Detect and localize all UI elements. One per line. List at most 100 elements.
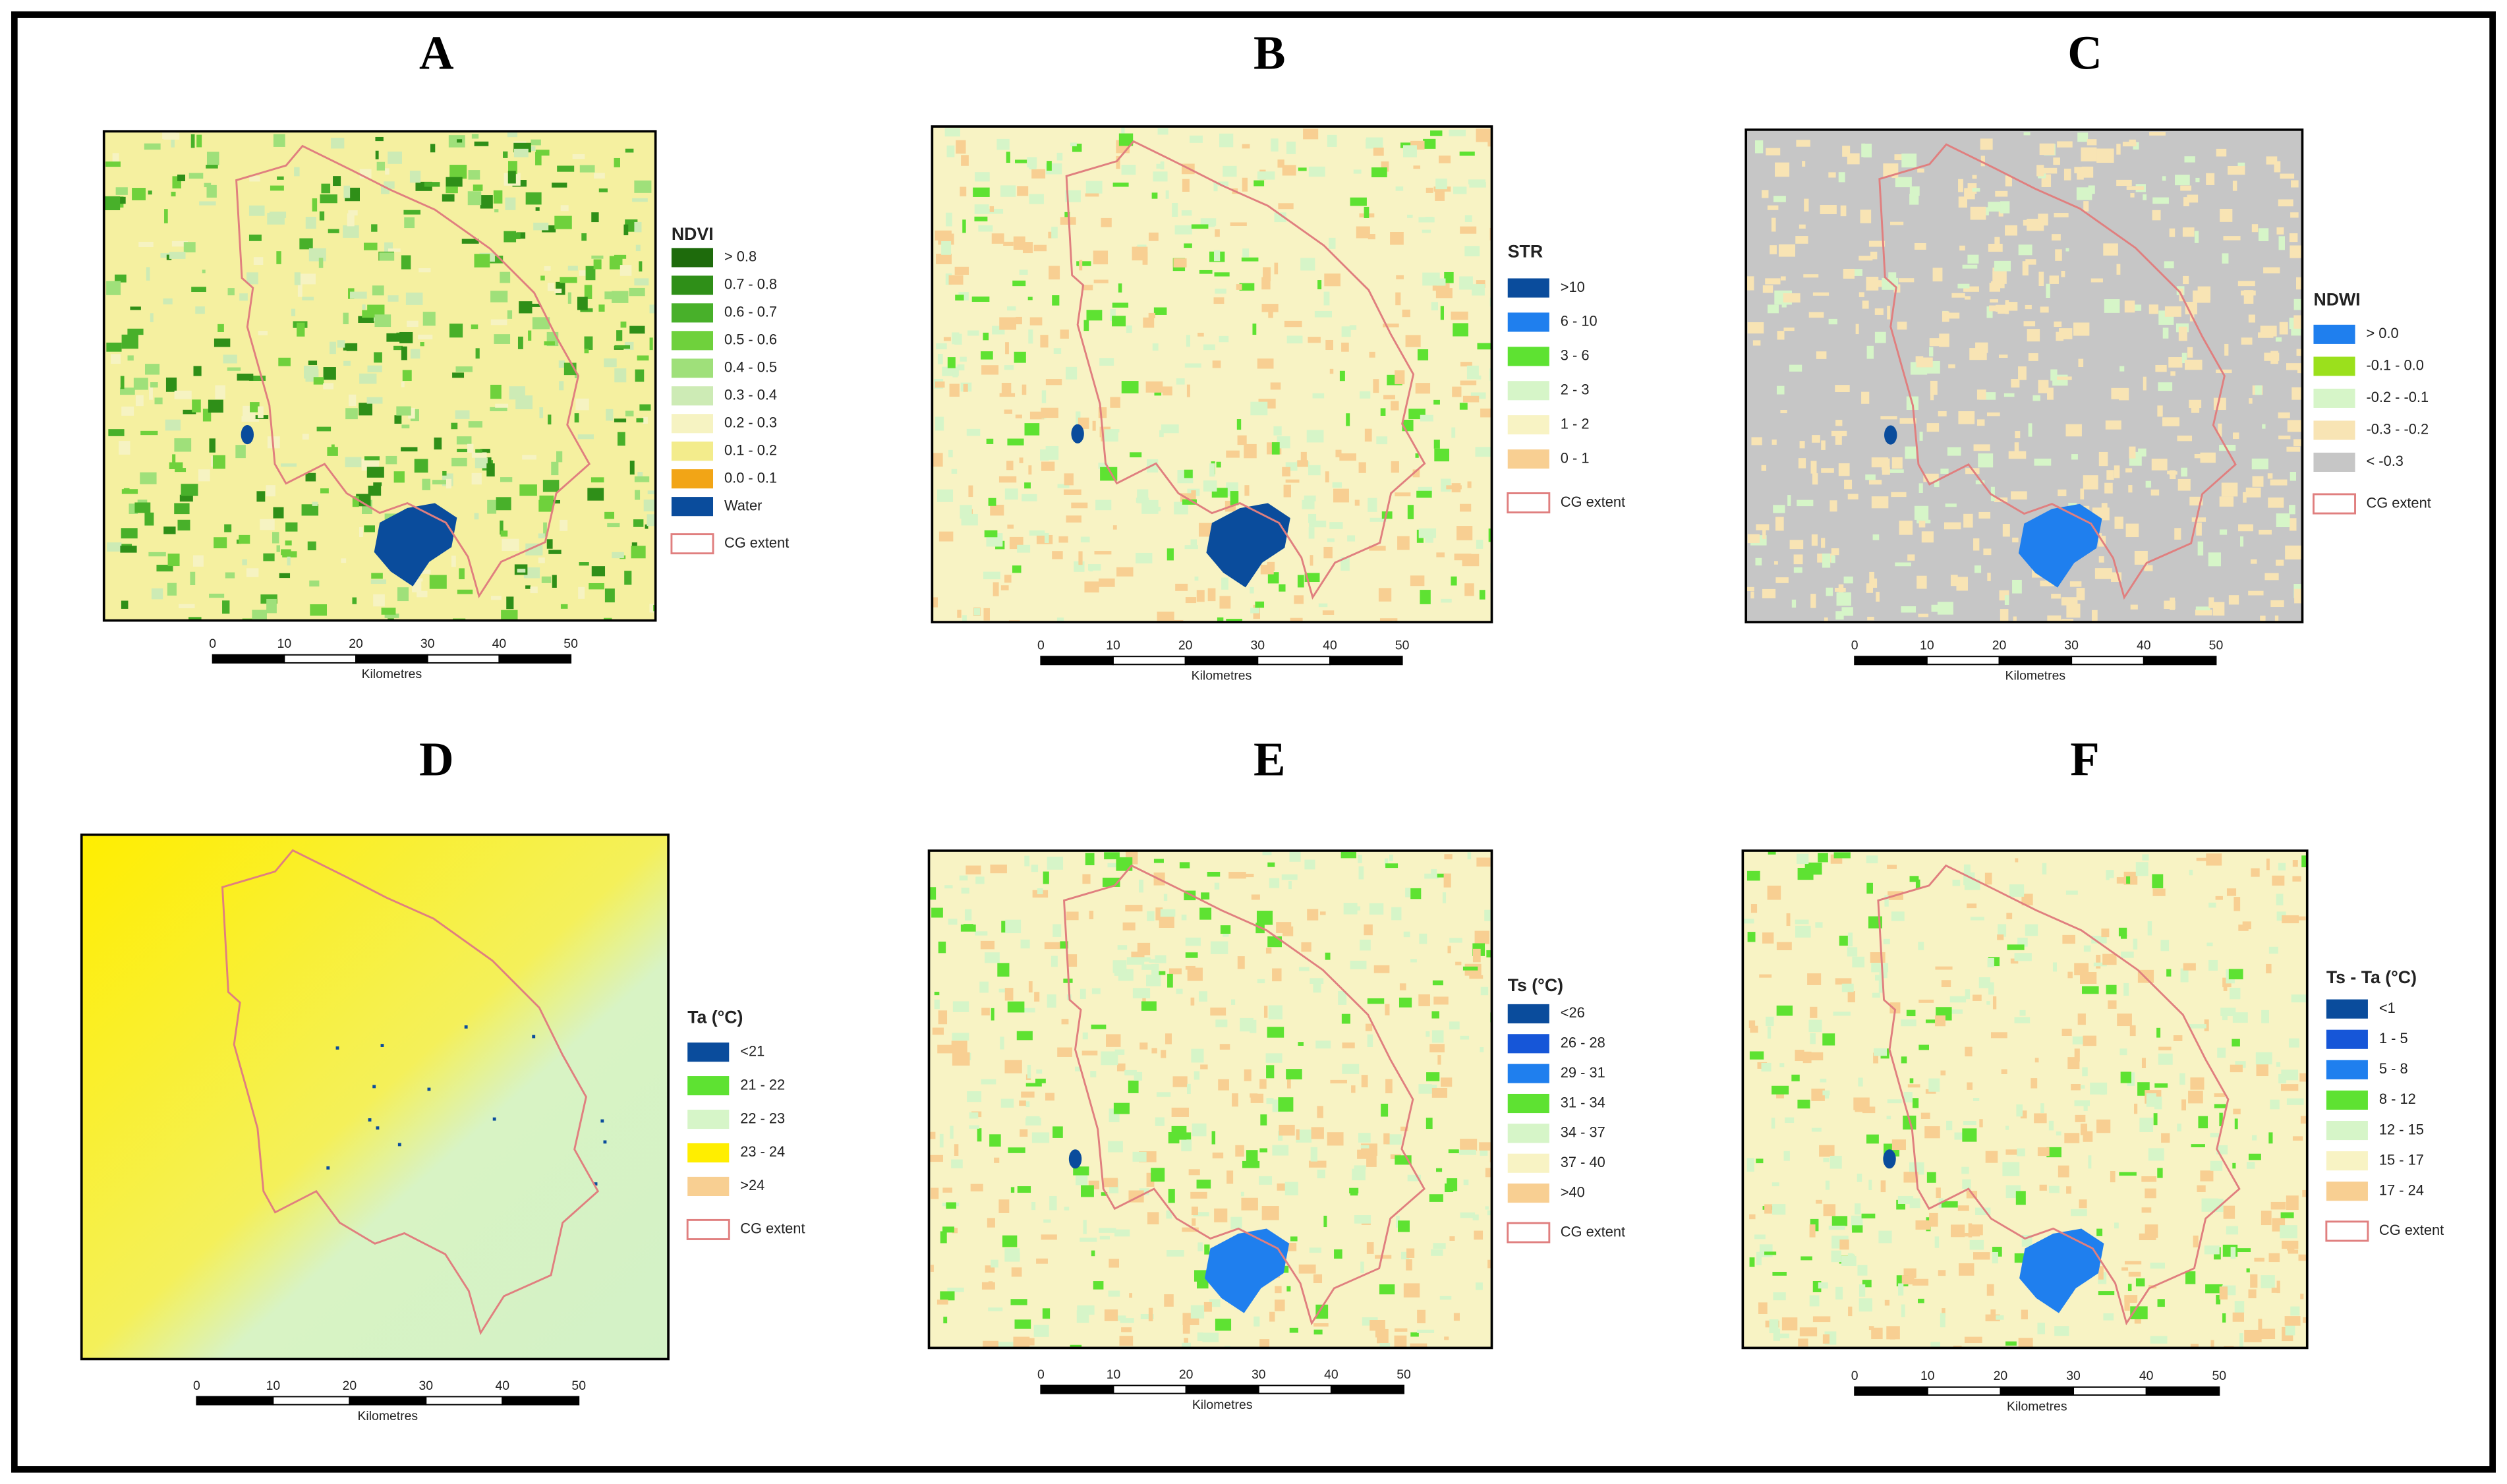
map-patch: [1925, 1019, 1943, 1023]
map-patch: [2221, 482, 2238, 497]
map-patch: [1167, 973, 1173, 988]
map-patch: [952, 332, 960, 345]
map-patch: [1405, 335, 1421, 347]
map-patch: [2126, 186, 2144, 190]
map-patch: [1319, 911, 1326, 915]
map-patch: [1064, 1207, 1070, 1211]
map-patch: [2292, 916, 2306, 921]
map-patch: [1223, 165, 1237, 177]
map-patch: [929, 1131, 936, 1139]
map-patch: [1064, 473, 1074, 486]
map-patch: [1944, 522, 1961, 530]
map-patch: [935, 381, 945, 388]
map-patch: [1399, 983, 1406, 990]
map-patch: [467, 443, 474, 453]
map-patch: [1314, 310, 1332, 318]
map-patch: [1041, 390, 1047, 403]
map-patch: [1431, 1249, 1443, 1256]
map-patch: [1475, 447, 1492, 457]
map-patch: [1384, 858, 1389, 867]
map-patch: [1061, 1019, 1069, 1025]
map-patch: [1847, 494, 1859, 499]
map-patch: [1267, 862, 1275, 867]
map-patch: [1008, 1147, 1025, 1153]
legend-label: >40: [1561, 1184, 1585, 1200]
map-patch: [2054, 213, 2069, 217]
legend-swatch: [1507, 1153, 1549, 1173]
map-patch: [1433, 1243, 1446, 1249]
map-patch: [517, 336, 523, 349]
map-patch: [1400, 1251, 1410, 1260]
scale-tick-label: 0: [193, 1379, 200, 1393]
map-patch: [1308, 166, 1325, 177]
map-patch: [2114, 1222, 2119, 1229]
map-patch: [1217, 617, 1224, 623]
map-patch: [418, 268, 431, 273]
map-patch: [1112, 316, 1126, 327]
map-patch: [2196, 857, 2212, 861]
scale-segment: [1112, 656, 1186, 666]
map-patch: [1973, 1098, 1980, 1101]
map-patch: [1324, 273, 1340, 287]
map-patch: [1153, 171, 1168, 182]
map-patch: [1378, 588, 1392, 602]
map-patch: [639, 404, 651, 411]
map-patch: [1985, 1314, 2000, 1322]
map-patch: [1916, 575, 1927, 589]
map-patch: [2174, 528, 2181, 540]
map-patch: [604, 511, 614, 519]
map-patch: [385, 168, 389, 175]
map-patch: [1435, 178, 1447, 190]
map-patch: [1422, 229, 1431, 233]
map-patch: [952, 1228, 958, 1234]
map-patch: [500, 271, 511, 283]
map-patch: [2120, 935, 2127, 939]
map-patch: [408, 407, 415, 419]
map-patch: [1236, 419, 1242, 430]
map-patch: [934, 999, 940, 1010]
map-patch: [148, 552, 166, 557]
map-patch: [1746, 870, 1760, 881]
map-patch: [2158, 382, 2173, 391]
map-patch: [2074, 167, 2083, 173]
scale-tick-label: 40: [1324, 1367, 1339, 1382]
map-patch: [1930, 393, 1934, 401]
map-patch: [1972, 175, 1977, 179]
map-patch: [144, 512, 154, 526]
map-patch: [1762, 285, 1773, 293]
map-patch: [1767, 885, 1781, 900]
map-patch: [1298, 967, 1310, 971]
map-patch: [1901, 1019, 1916, 1027]
map-patch: [1417, 349, 1429, 360]
map-patch: [1451, 427, 1456, 438]
legend-swatch: [2325, 1220, 2369, 1242]
map-patch: [1116, 1063, 1126, 1071]
map-patch: [1857, 1265, 1868, 1276]
map-patch: [2028, 423, 2032, 437]
map-patch: [625, 411, 634, 416]
map-patch: [557, 165, 575, 172]
scale-tick-label: 10: [1920, 639, 1934, 653]
map-patch: [587, 488, 604, 501]
map-patch: [1997, 934, 2004, 940]
map-patch: [1781, 1317, 1798, 1330]
map-patch: [1901, 1304, 1905, 1317]
scale-unit: Kilometres: [1192, 669, 1252, 683]
map-patch: [1778, 244, 1796, 257]
map-patch: [2222, 253, 2229, 264]
map-patch: [2291, 180, 2299, 188]
map-patch: [1090, 1071, 1097, 1077]
small-lake: [1068, 1149, 1082, 1169]
map-patch: [1356, 226, 1370, 239]
map-patch: [308, 360, 318, 366]
map-patch: [434, 437, 442, 450]
map-patch: [1277, 1183, 1290, 1191]
map-patch: [2023, 132, 2031, 136]
map-patch: [1422, 1084, 1437, 1091]
map-patch: [1371, 167, 1387, 178]
map-patch: [1151, 1168, 1165, 1182]
map-patch: [1129, 1293, 1133, 1298]
map-patch: [1810, 1006, 1818, 1018]
map-patch: [144, 364, 160, 375]
map-patch: [1099, 1236, 1110, 1240]
